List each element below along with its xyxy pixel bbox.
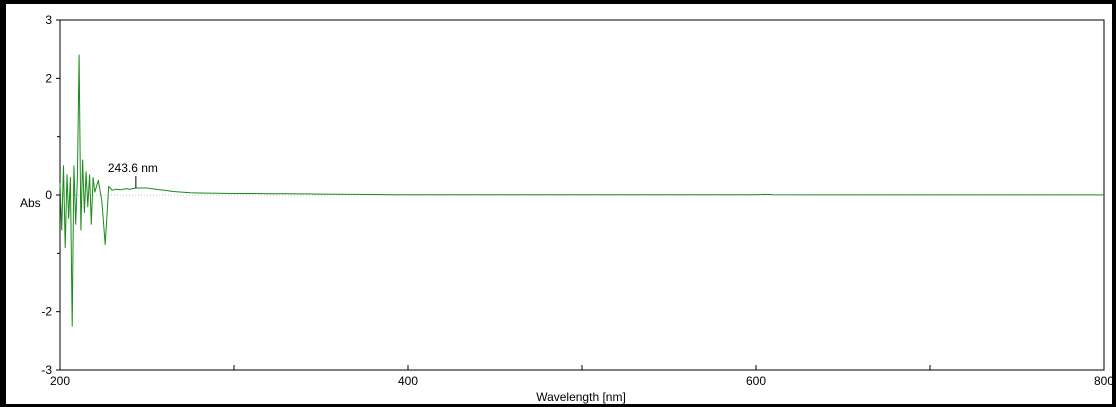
x-tick-label: 400 bbox=[398, 374, 418, 388]
x-axis-title: Wavelength [nm] bbox=[536, 390, 626, 404]
y-tick-label: 2 bbox=[45, 71, 52, 85]
chart-frame: -3 -2 0 2 3 200 400 600 800 243.6 nm Abs Wavelen… bbox=[6, 4, 1112, 404]
y-tick-label: -2 bbox=[41, 305, 52, 319]
y-tick-label: -3 bbox=[41, 363, 52, 377]
spectrum-line bbox=[59, 54, 1104, 327]
y-tick-label: 0 bbox=[45, 188, 52, 202]
y-axis-title: Abs bbox=[20, 196, 41, 210]
annotation-layer: 243.6 nm bbox=[108, 161, 158, 188]
axes-layer: -3 -2 0 2 3 200 400 600 800 bbox=[41, 13, 1112, 388]
series-layer bbox=[59, 54, 1104, 327]
x-tick-label: 600 bbox=[746, 374, 766, 388]
y-tick-label: 3 bbox=[45, 13, 52, 27]
x-tick-label: 800 bbox=[1094, 374, 1112, 388]
x-tick-label: 200 bbox=[50, 374, 70, 388]
spectrum-chart: -3 -2 0 2 3 200 400 600 800 243.6 nm Abs Wavelen… bbox=[20, 13, 1112, 404]
peak-label: 243.6 nm bbox=[108, 161, 158, 175]
